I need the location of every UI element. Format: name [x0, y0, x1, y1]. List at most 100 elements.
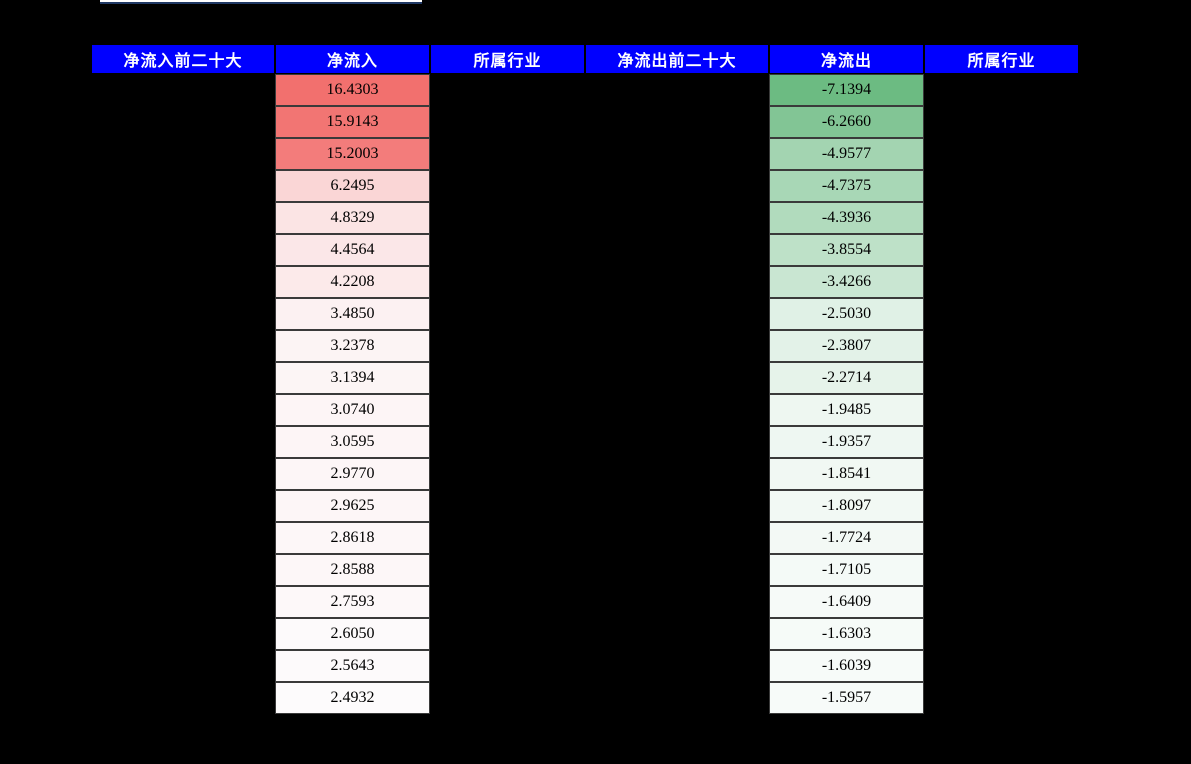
outflow-industry-cell [924, 394, 1079, 426]
inflow-stock-name-cell [91, 618, 275, 650]
outflow-stock-name-cell [585, 618, 769, 650]
inflow-stock-name-cell [91, 682, 275, 714]
inflow-value-cell: 3.1394 [275, 362, 430, 394]
outflow-industry-cell [924, 234, 1079, 266]
column-header-inflow-value[interactable]: 净流入 [275, 44, 430, 74]
table-row: 15.9143 -6.2660 [91, 106, 1079, 138]
outflow-industry-cell [924, 170, 1079, 202]
inflow-stock-name-cell [91, 458, 275, 490]
outflow-industry-cell [924, 106, 1079, 138]
inflow-value-cell: 2.6050 [275, 618, 430, 650]
outflow-stock-name-cell [585, 490, 769, 522]
outflow-value-cell: -1.6409 [769, 586, 924, 618]
column-header-inflow-industry[interactable]: 所属行业 [430, 44, 585, 74]
outflow-industry-cell [924, 74, 1079, 106]
table-row: 2.9625 -1.8097 [91, 490, 1079, 522]
inflow-industry-cell [430, 298, 585, 330]
inflow-stock-name-cell [91, 490, 275, 522]
column-header-outflow-industry[interactable]: 所属行业 [924, 44, 1079, 74]
outflow-stock-name-cell [585, 298, 769, 330]
table-row: 2.5643 -1.6039 [91, 650, 1079, 682]
inflow-value-cell: 3.2378 [275, 330, 430, 362]
outflow-value-cell: -2.2714 [769, 362, 924, 394]
outflow-stock-name-cell [585, 74, 769, 106]
outflow-industry-cell [924, 362, 1079, 394]
table-row: 4.8329 -4.3936 [91, 202, 1079, 234]
outflow-industry-cell [924, 426, 1079, 458]
outflow-value-cell: -1.8097 [769, 490, 924, 522]
inflow-stock-name-cell [91, 522, 275, 554]
inflow-value-cell: 2.8618 [275, 522, 430, 554]
table-row: 3.1394 -2.2714 [91, 362, 1079, 394]
outflow-value-cell: -2.3807 [769, 330, 924, 362]
inflow-stock-name-cell [91, 202, 275, 234]
table-row: 3.0740 -1.9485 [91, 394, 1079, 426]
column-header-outflow-value[interactable]: 净流出 [769, 44, 924, 74]
table-row: 2.4932 -1.5957 [91, 682, 1079, 714]
inflow-industry-cell [430, 74, 585, 106]
outflow-value-cell: -1.7724 [769, 522, 924, 554]
outflow-stock-name-cell [585, 202, 769, 234]
outflow-value-cell: -7.1394 [769, 74, 924, 106]
inflow-industry-cell [430, 458, 585, 490]
inflow-stock-name-cell [91, 586, 275, 618]
table-row: 16.4303 -7.1394 [91, 74, 1079, 106]
inflow-industry-cell [430, 618, 585, 650]
outflow-stock-name-cell [585, 394, 769, 426]
table-row: 2.6050 -1.6303 [91, 618, 1079, 650]
table-row: 2.8618 -1.7724 [91, 522, 1079, 554]
inflow-value-cell: 2.4932 [275, 682, 430, 714]
outflow-stock-name-cell [585, 682, 769, 714]
inflow-stock-name-cell [91, 266, 275, 298]
outflow-stock-name-cell [585, 266, 769, 298]
table-row: 15.2003 -4.9577 [91, 138, 1079, 170]
column-header-outflow-name[interactable]: 净流出前二十大 [585, 44, 769, 74]
inflow-industry-cell [430, 330, 585, 362]
outflow-value-cell: -3.8554 [769, 234, 924, 266]
inflow-industry-cell [430, 266, 585, 298]
column-header-inflow-name[interactable]: 净流入前二十大 [91, 44, 275, 74]
outflow-value-cell: -4.9577 [769, 138, 924, 170]
inflow-value-cell: 6.2495 [275, 170, 430, 202]
inflow-industry-cell [430, 234, 585, 266]
inflow-value-cell: 3.0595 [275, 426, 430, 458]
inflow-industry-cell [430, 554, 585, 586]
outflow-value-cell: -1.6303 [769, 618, 924, 650]
outflow-value-cell: -1.5957 [769, 682, 924, 714]
outflow-industry-cell [924, 138, 1079, 170]
net-flow-table: 净流入前二十大 净流入 所属行业 净流出前二十大 净流出 所属行业 16.430… [91, 44, 1079, 714]
inflow-value-cell: 3.4850 [275, 298, 430, 330]
outflow-stock-name-cell [585, 362, 769, 394]
outflow-value-cell: -1.6039 [769, 650, 924, 682]
outflow-value-cell: -6.2660 [769, 106, 924, 138]
inflow-industry-cell [430, 490, 585, 522]
inflow-stock-name-cell [91, 362, 275, 394]
outflow-stock-name-cell [585, 522, 769, 554]
outflow-stock-name-cell [585, 458, 769, 490]
table-row: 3.4850 -2.5030 [91, 298, 1079, 330]
table-row: 2.7593 -1.6409 [91, 586, 1079, 618]
inflow-stock-name-cell [91, 330, 275, 362]
inflow-industry-cell [430, 650, 585, 682]
table-row: 2.8588 -1.7105 [91, 554, 1079, 586]
outflow-stock-name-cell [585, 170, 769, 202]
inflow-industry-cell [430, 170, 585, 202]
inflow-stock-name-cell [91, 138, 275, 170]
outflow-value-cell: -4.7375 [769, 170, 924, 202]
inflow-value-cell: 2.9770 [275, 458, 430, 490]
outflow-industry-cell [924, 490, 1079, 522]
outflow-value-cell: -1.9357 [769, 426, 924, 458]
outflow-industry-cell [924, 266, 1079, 298]
inflow-stock-name-cell [91, 170, 275, 202]
report-title-banner [100, 0, 422, 4]
inflow-value-cell: 2.9625 [275, 490, 430, 522]
outflow-stock-name-cell [585, 106, 769, 138]
inflow-value-cell: 2.7593 [275, 586, 430, 618]
outflow-stock-name-cell [585, 138, 769, 170]
outflow-industry-cell [924, 586, 1079, 618]
inflow-stock-name-cell [91, 554, 275, 586]
outflow-stock-name-cell [585, 650, 769, 682]
outflow-industry-cell [924, 522, 1079, 554]
inflow-value-cell: 16.4303 [275, 74, 430, 106]
